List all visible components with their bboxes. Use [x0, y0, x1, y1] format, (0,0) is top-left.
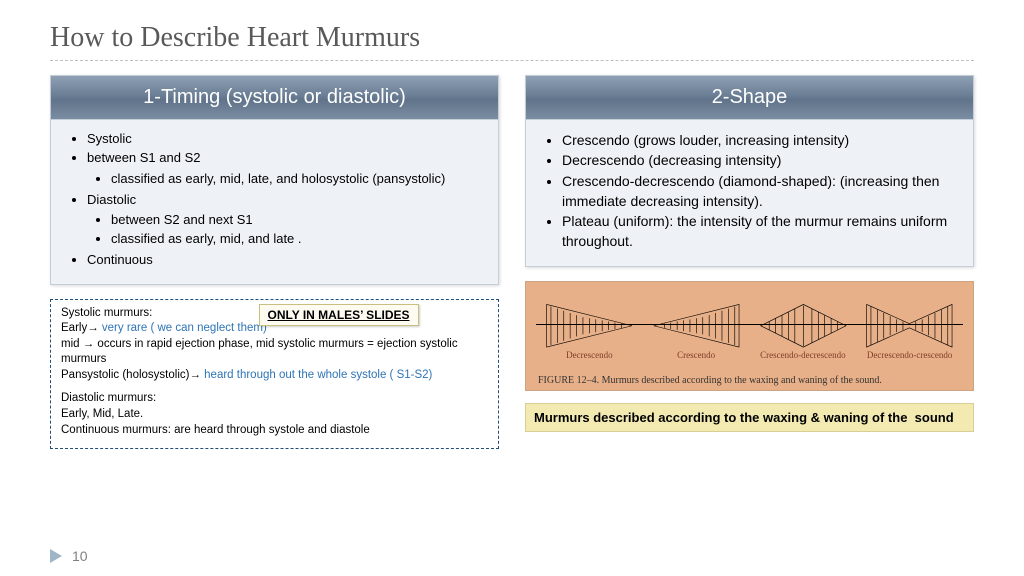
page-title: How to Describe Heart Murmurs [0, 0, 1024, 60]
list-text: between S1 and S2 [87, 150, 200, 165]
strip-bold: Murmurs described according to the waxin… [534, 410, 911, 425]
note-line: Diastolic murmurs: [61, 391, 488, 407]
list-item: Diastolic between S2 and next S1 classif… [87, 191, 484, 250]
columns: 1-Timing (systolic or diastolic) Systoli… [0, 61, 1024, 449]
timing-panel: 1-Timing (systolic or diastolic) Systoli… [50, 75, 499, 285]
only-males-badge: ONLY IN MALES’ SLIDES [258, 304, 418, 326]
list-item: classified as early, mid, late, and holo… [111, 170, 484, 189]
list-item: classified as early, mid, and late . [111, 230, 484, 249]
note-line: mid → occurs in rapid ejection phase, mi… [61, 337, 488, 368]
note-line: Pansystolic (holosystolic)→ heard throug… [61, 368, 488, 384]
note-text: Pansystolic (holosystolic)→ [61, 369, 204, 381]
list-item: Crescendo (grows louder, increasing inte… [562, 130, 959, 150]
note-text: Early→ [61, 322, 102, 334]
left-column: 1-Timing (systolic or diastolic) Systoli… [50, 75, 499, 449]
timing-header: 1-Timing (systolic or diastolic) [51, 76, 498, 120]
list-text: Diastolic [87, 192, 136, 207]
note-blue-text: heard through out the whole systole ( S1… [204, 369, 432, 381]
list-item: Decrescendo (decreasing intensity) [562, 150, 959, 170]
figure-label: Decrescendo [536, 350, 643, 360]
crescendo-decrescendo-icon [750, 298, 857, 354]
footer-triangle-icon [50, 549, 62, 563]
list-item: Crescendo-decrescendo (diamond-shaped): … [562, 171, 959, 212]
figure-label: Crescendo [643, 350, 750, 360]
footer: 10 [50, 548, 88, 564]
figure-label: Crescendo-decrescendo [750, 350, 857, 360]
figure-label: Decrescendo-crescendo [856, 350, 963, 360]
decrescendo-icon [536, 298, 643, 354]
murmur-figure: Decrescendo Crescendo Crescendo-decresce… [525, 281, 974, 391]
strip-bold: sound [915, 410, 954, 425]
list-item: between S2 and next S1 [111, 211, 484, 230]
shape-header: 2-Shape [526, 76, 973, 120]
crescendo-icon [643, 298, 750, 354]
yellow-summary-strip: Murmurs described according to the waxin… [525, 403, 974, 432]
list-item: Plateau (uniform): the intensity of the … [562, 211, 959, 252]
note-line: Early, Mid, Late. [61, 407, 488, 423]
shape-panel: 2-Shape Crescendo (grows louder, increas… [525, 75, 974, 267]
note-line: Continuous murmurs: are heard through sy… [61, 423, 488, 439]
page-number: 10 [72, 548, 88, 564]
list-item: between S1 and S2 classified as early, m… [87, 149, 484, 189]
figure-labels: Decrescendo Crescendo Crescendo-decresce… [536, 350, 963, 360]
decrescendo-crescendo-icon [856, 298, 963, 354]
figure-shapes [536, 298, 963, 350]
list-item: Continuous [87, 251, 484, 270]
note-blue-text: very rare ( we can neglect them) [102, 322, 267, 334]
right-column: 2-Shape Crescendo (grows louder, increas… [525, 75, 974, 449]
timing-body: Systolic between S1 and S2 classified as… [51, 120, 498, 284]
figure-caption: FIGURE 12–4. Murmurs described according… [538, 375, 882, 386]
males-slides-note: ONLY IN MALES’ SLIDES Systolic murmurs: … [50, 299, 499, 449]
list-item: Systolic [87, 130, 484, 149]
shape-body: Crescendo (grows louder, increasing inte… [526, 120, 973, 266]
spacer [61, 383, 488, 391]
